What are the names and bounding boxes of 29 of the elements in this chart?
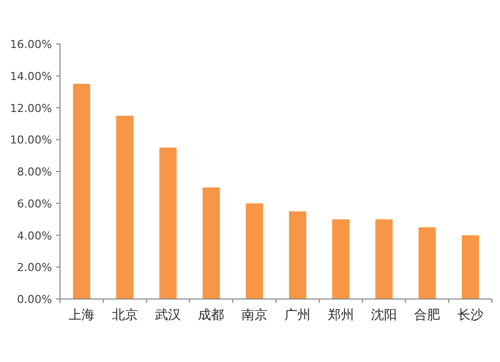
x-tick-label: 南京: [241, 308, 268, 323]
bar: [72, 84, 90, 299]
y-tick-label: 14.00%: [10, 70, 52, 83]
bar: [202, 187, 220, 299]
y-tick-label: 2.00%: [17, 261, 52, 274]
bar: [159, 148, 177, 299]
x-tick-label: 成都: [198, 308, 224, 323]
bar: [246, 203, 264, 299]
bar: [462, 235, 480, 299]
x-tick-label: 广州: [284, 308, 311, 323]
x-tick-label: 郑州: [328, 308, 354, 323]
bar: [332, 219, 350, 299]
x-tick-label: 长沙: [457, 308, 484, 323]
y-tick-label: 8.00%: [17, 166, 52, 178]
x-tick-label: 北京: [112, 308, 138, 323]
bar: [116, 116, 134, 299]
x-tick-label: 上海: [68, 308, 95, 323]
y-tick-label: 6.00%: [17, 197, 52, 210]
y-tick-label: 0.00%: [17, 293, 52, 306]
y-tick-label: 12.00%: [10, 102, 52, 115]
y-tick-label: 16.00%: [10, 38, 52, 51]
bar: [375, 219, 393, 299]
x-tick-label: 武汉: [155, 308, 181, 323]
y-tick-label: 10.00%: [10, 134, 52, 147]
bar: [418, 227, 436, 299]
y-tick-label: 4.00%: [17, 229, 52, 242]
bar: [288, 211, 306, 299]
x-tick-label: 合肥: [414, 308, 440, 323]
x-tick-label: 沈阳: [371, 308, 397, 323]
